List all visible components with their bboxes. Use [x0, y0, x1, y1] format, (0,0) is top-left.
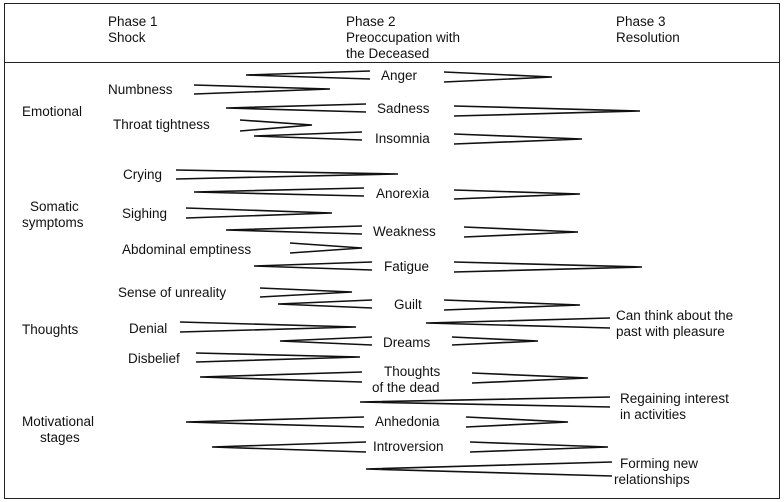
label-anger: Anger: [381, 68, 418, 83]
thoughts-dead-left-wedge: [199, 371, 363, 383]
category-motivational-line1: Motivational: [22, 414, 95, 429]
disbelief-wedge: [195, 352, 361, 363]
denial-wedge: [179, 321, 357, 333]
sadness-right-wedge: [453, 105, 641, 117]
guilt-left-wedge: [277, 299, 373, 309]
header-divider: [4, 62, 780, 63]
sighing-wedge: [185, 207, 333, 219]
label-forming-line2: relationships: [614, 472, 690, 487]
category-emotional: Emotional: [22, 104, 83, 119]
label-thoughts-dead-line1: Thoughts: [384, 364, 441, 379]
label-thoughts-dead-line2: of the dead: [372, 380, 440, 395]
introversion-right-wedge: [469, 441, 609, 453]
throat-tightness-wedge: [239, 119, 313, 132]
label-denial: Denial: [129, 321, 168, 336]
label-regaining-line1: Regaining interest: [620, 391, 729, 406]
diagram-frame: [4, 3, 780, 499]
dreams-left-wedge: [279, 336, 373, 346]
weakness-right-wedge: [463, 226, 579, 238]
phase1-header: Phase 1 Shock: [108, 14, 158, 46]
label-disbelief: Disbelief: [128, 351, 180, 366]
fatigue-left-wedge: [253, 261, 373, 271]
label-regaining-line2: in activities: [620, 407, 687, 422]
label-numbness: Numbness: [108, 82, 173, 97]
label-fatigue: Fatigue: [384, 259, 430, 274]
numbness-wedge: [193, 84, 331, 95]
anhedonia-left-wedge: [185, 416, 365, 428]
label-anhedonia: Anhedonia: [375, 414, 440, 429]
insomnia-left-wedge: [253, 131, 363, 141]
category-motivational-line2: stages: [40, 430, 80, 445]
phase1-title: Phase 1: [108, 14, 158, 29]
anger-left-wedge: [245, 70, 371, 80]
label-abdominal-emptiness: Abdominal emptiness: [122, 242, 252, 257]
label-anorexia: Anorexia: [376, 186, 430, 201]
phase3-header: Phase 3 Resolution: [616, 14, 680, 46]
label-sadness: Sadness: [377, 101, 430, 116]
anhedonia-right-wedge: [465, 416, 569, 428]
label-insomnia: Insomnia: [375, 131, 430, 146]
sadness-left-wedge: [225, 103, 367, 113]
introversion-left-wedge: [211, 441, 367, 453]
label-crying: Crying: [123, 167, 163, 182]
can-think-wedge: [425, 317, 611, 329]
category-somatic-line1: Somatic: [30, 199, 79, 214]
anorexia-left-wedge: [193, 187, 365, 197]
label-sense-of-unreality: Sense of unreality: [118, 285, 227, 300]
phase3-subtitle: Resolution: [616, 30, 680, 45]
phase1-subtitle: Shock: [108, 30, 146, 45]
unreality-wedge: [259, 287, 353, 298]
anger-right-wedge: [443, 71, 553, 83]
label-can-think-line2: past with pleasure: [616, 324, 725, 339]
weakness-left-wedge: [225, 225, 363, 235]
phase3-title: Phase 3: [616, 14, 666, 29]
category-thoughts: Thoughts: [22, 322, 79, 337]
label-throat-tightness: Throat tightness: [113, 117, 210, 132]
guilt-right-wedge: [443, 299, 581, 311]
label-guilt: Guilt: [394, 297, 422, 312]
phase2-title: Phase 2: [346, 14, 396, 29]
phase2-header: Phase 2 Preoccupation with the Deceased: [346, 14, 460, 62]
crying-wedge: [175, 169, 399, 180]
category-somatic-line2: symptoms: [22, 215, 84, 230]
phase2-subtitle-line2: the Deceased: [346, 46, 430, 61]
label-sighing: Sighing: [122, 206, 168, 221]
fatigue-right-wedge: [453, 261, 643, 273]
label-can-think-line1: Can think about the: [616, 308, 734, 323]
anorexia-right-wedge: [453, 189, 581, 200]
forming-wedge: [365, 461, 613, 477]
label-weakness: Weakness: [373, 224, 436, 239]
abdominal-emptiness-wedge: [289, 242, 363, 254]
dreams-right-wedge: [451, 336, 539, 346]
label-forming-line1: Forming new: [620, 456, 699, 471]
phase2-subtitle-line1: Preoccupation with: [346, 30, 461, 45]
insomnia-right-wedge: [453, 133, 583, 145]
label-dreams: Dreams: [383, 335, 431, 350]
thoughts-dead-right-wedge: [471, 372, 589, 384]
label-introversion: Introversion: [373, 439, 444, 454]
regaining-wedge: [359, 396, 611, 408]
